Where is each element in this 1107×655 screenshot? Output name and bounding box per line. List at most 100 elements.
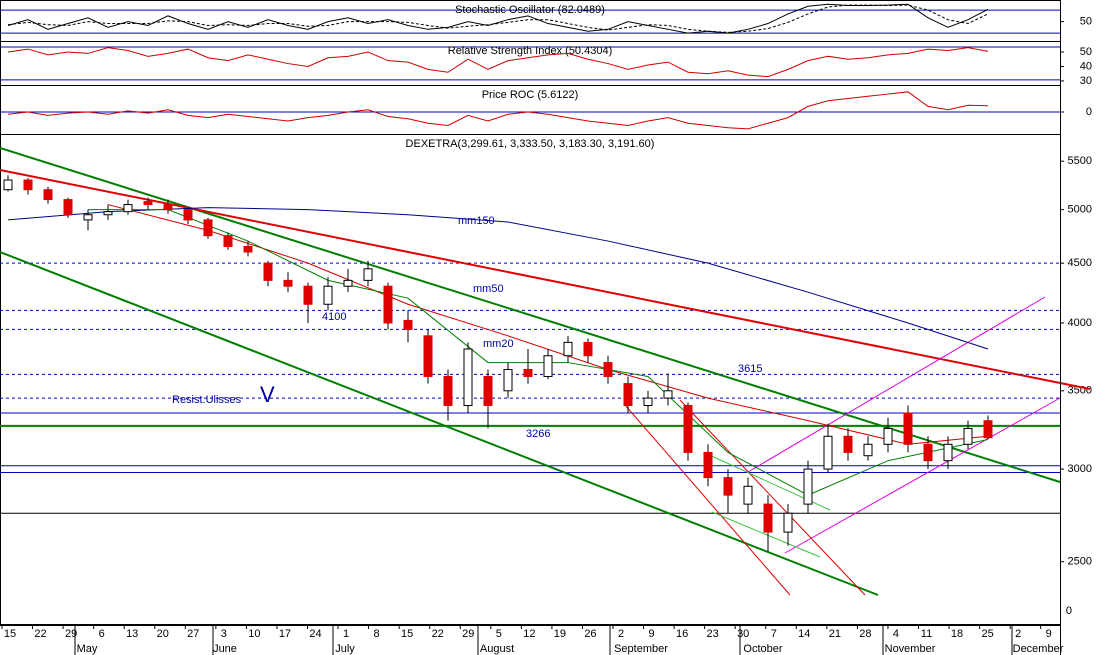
candle-body xyxy=(523,368,533,377)
candle-body xyxy=(723,477,733,496)
x-tick-label: 10 xyxy=(248,628,260,640)
candle-body xyxy=(363,268,373,281)
trend-line xyxy=(679,399,866,596)
candle-body xyxy=(403,319,413,330)
candle-body xyxy=(503,368,513,392)
candle-body xyxy=(483,375,493,407)
candle-body xyxy=(163,204,173,211)
ma-label: mm20 xyxy=(483,338,514,350)
x-tick-label: 13 xyxy=(126,628,138,640)
candle-body xyxy=(3,179,13,191)
x-tick-label: 21 xyxy=(829,628,841,640)
x-tick-label: 29 xyxy=(462,628,474,640)
x-tick-label: 16 xyxy=(676,628,688,640)
candle-body xyxy=(843,435,853,453)
candle-body xyxy=(863,443,873,457)
candle-body xyxy=(703,451,713,479)
candle-body xyxy=(743,485,753,505)
candle-body xyxy=(383,285,393,324)
x-tick-label: 27 xyxy=(187,628,199,640)
trend-line xyxy=(0,147,1061,483)
annotation: Resist.Ulisses xyxy=(172,394,242,406)
x-tick-label: 25 xyxy=(981,628,993,640)
ma-label: mm150 xyxy=(458,215,495,227)
x-tick-label: 12 xyxy=(523,628,535,640)
x-tick-label: 18 xyxy=(951,628,963,640)
indicator-line xyxy=(7,47,989,78)
candle-body xyxy=(963,427,973,445)
candle-body xyxy=(443,375,453,407)
candle-body xyxy=(243,245,253,253)
candle-body xyxy=(663,390,673,399)
annotation: 4100 xyxy=(322,311,346,323)
ma-label: mm50 xyxy=(473,283,504,295)
panel-title: Price ROC (5.6122) xyxy=(482,89,579,101)
x-tick-label: 11 xyxy=(921,628,932,640)
candle-body xyxy=(763,503,773,533)
candle-body xyxy=(943,443,953,462)
month-label: July xyxy=(335,643,355,655)
x-tick-label: 29 xyxy=(65,628,77,640)
month-label: September xyxy=(614,643,668,655)
candle-body xyxy=(63,199,73,216)
month-label: October xyxy=(743,643,782,655)
annotation: V xyxy=(260,382,275,407)
candle-body xyxy=(83,214,93,221)
x-tick-label: 15 xyxy=(401,628,413,640)
trend-line xyxy=(711,511,821,558)
trend-line xyxy=(0,251,879,596)
x-tick-label: 22 xyxy=(432,628,444,640)
panel-title: Stochastic Oscillator (82.0489) xyxy=(455,4,605,16)
y-tick-label: 2500 xyxy=(1068,556,1092,568)
y-tick-label: 0 xyxy=(1086,106,1092,118)
y-bottom-label: 0 xyxy=(1066,605,1072,617)
y-tick-label: 4000 xyxy=(1068,317,1092,329)
candle-body xyxy=(23,179,33,191)
panel-title: DEXETRA(3,299.61, 3,333.50, 3,183.30, 3,… xyxy=(406,138,655,150)
x-tick-label: 26 xyxy=(584,628,596,640)
candle-body xyxy=(563,341,573,357)
candle-body xyxy=(623,383,633,407)
x-tick-label: 17 xyxy=(279,628,291,640)
x-tick-label: 15 xyxy=(4,628,16,640)
candle-body xyxy=(683,405,693,453)
y-tick-label: 4500 xyxy=(1068,257,1092,269)
candle-body xyxy=(423,335,433,377)
candle-body xyxy=(903,412,913,445)
candle-body xyxy=(923,443,933,462)
moving-average xyxy=(7,207,989,350)
y-tick-label: 3000 xyxy=(1068,463,1092,475)
y-tick-label: 50 xyxy=(1080,46,1092,58)
candle-body xyxy=(643,397,653,407)
month-label: June xyxy=(213,643,237,655)
trend-line xyxy=(624,404,791,596)
y-tick-label: 40 xyxy=(1080,60,1092,72)
month-label: May xyxy=(77,643,98,655)
x-tick-label: 28 xyxy=(859,628,871,640)
candle-body xyxy=(783,512,793,533)
x-tick-label: 3 xyxy=(221,628,227,640)
x-tick-label: 20 xyxy=(157,628,169,640)
candle-body xyxy=(603,362,613,377)
y-tick-label: 5000 xyxy=(1068,204,1092,216)
candle-body xyxy=(203,219,213,237)
candle-body xyxy=(123,204,133,213)
candle-body xyxy=(463,348,473,407)
x-tick-label: 5 xyxy=(496,628,502,640)
indicator-line xyxy=(7,91,989,130)
x-tick-label: 22 xyxy=(34,628,46,640)
moving-average xyxy=(107,204,989,445)
x-tick-label: 1 xyxy=(343,628,349,640)
x-tick-label: 23 xyxy=(707,628,719,640)
annotation: 3615 xyxy=(738,363,762,375)
candle-body xyxy=(223,235,233,247)
month-label: August xyxy=(480,643,514,655)
x-tick-label: 9 xyxy=(648,628,654,640)
x-tick-label: 2 xyxy=(1015,628,1021,640)
annotation: 3266 xyxy=(526,428,550,440)
indicator-line xyxy=(7,3,989,34)
candle-body xyxy=(823,435,833,470)
trend-line xyxy=(784,397,1061,554)
x-tick-label: 19 xyxy=(554,628,566,640)
